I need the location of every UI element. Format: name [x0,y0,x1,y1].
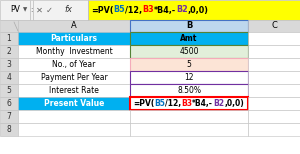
FancyBboxPatch shape [0,84,18,97]
Text: Particulars: Particulars [50,34,98,43]
FancyBboxPatch shape [130,32,248,45]
FancyBboxPatch shape [30,0,33,20]
Text: B5: B5 [113,6,125,14]
FancyBboxPatch shape [130,123,248,136]
FancyBboxPatch shape [130,20,248,32]
FancyBboxPatch shape [0,97,18,110]
FancyBboxPatch shape [248,32,300,45]
Text: ✕: ✕ [35,6,43,14]
FancyBboxPatch shape [18,123,130,136]
Text: 12: 12 [184,73,194,82]
FancyBboxPatch shape [18,58,130,71]
Text: C: C [271,22,277,30]
Text: :: : [30,7,33,13]
Text: Payment Per Year: Payment Per Year [40,73,107,82]
FancyBboxPatch shape [18,32,130,45]
FancyBboxPatch shape [130,58,248,71]
FancyBboxPatch shape [0,110,18,123]
FancyBboxPatch shape [18,97,130,110]
FancyBboxPatch shape [0,58,18,71]
Text: Amt: Amt [180,34,198,43]
FancyBboxPatch shape [130,45,248,58]
Text: 6: 6 [7,99,11,108]
FancyBboxPatch shape [130,97,248,110]
Text: 3: 3 [7,60,11,69]
Text: PV: PV [10,6,20,14]
FancyBboxPatch shape [0,0,30,20]
FancyBboxPatch shape [18,45,130,58]
Text: Present Value: Present Value [44,99,104,108]
Text: B2: B2 [176,6,188,14]
FancyBboxPatch shape [248,45,300,58]
FancyBboxPatch shape [18,84,130,97]
Text: fx: fx [64,6,72,14]
Text: 5: 5 [7,86,11,95]
FancyBboxPatch shape [0,32,18,45]
Text: ▼: ▼ [23,8,27,12]
FancyBboxPatch shape [18,110,130,123]
Text: A: A [71,22,77,30]
FancyBboxPatch shape [248,20,300,32]
Text: B3: B3 [142,6,154,14]
FancyBboxPatch shape [130,110,248,123]
FancyBboxPatch shape [0,123,18,136]
Text: 4500: 4500 [179,47,199,56]
Text: ,0,0): ,0,0) [188,6,209,14]
Text: 2: 2 [7,47,11,56]
FancyBboxPatch shape [130,84,248,97]
FancyBboxPatch shape [248,110,300,123]
Text: 8.50%: 8.50% [177,86,201,95]
Text: 1: 1 [7,34,11,43]
FancyBboxPatch shape [88,0,300,20]
Text: 8: 8 [7,125,11,134]
FancyBboxPatch shape [248,58,300,71]
Text: B3: B3 [182,99,192,108]
FancyBboxPatch shape [248,123,300,136]
FancyBboxPatch shape [18,71,130,84]
FancyBboxPatch shape [33,0,88,20]
FancyBboxPatch shape [248,97,300,110]
Text: *B4,-: *B4,- [154,6,176,14]
FancyBboxPatch shape [0,71,18,84]
Text: /12,: /12, [125,6,142,14]
Text: /12,: /12, [165,99,182,108]
Text: *B4,-: *B4,- [192,99,213,108]
Text: 4: 4 [7,73,11,82]
Text: B2: B2 [213,99,224,108]
FancyBboxPatch shape [0,20,18,32]
Text: =PV(: =PV( [91,6,113,14]
Text: B: B [186,22,192,30]
Text: 5: 5 [187,60,191,69]
FancyBboxPatch shape [248,84,300,97]
Text: Monthy  Investment: Monthy Investment [36,47,112,56]
FancyBboxPatch shape [18,20,130,32]
Text: ✓: ✓ [46,6,52,14]
Text: ,0,0): ,0,0) [224,99,244,108]
Text: Interest Rate: Interest Rate [49,86,99,95]
Text: No., of Year: No., of Year [52,60,96,69]
Text: =PV(: =PV( [133,99,154,108]
Text: B5: B5 [154,99,165,108]
Text: 7: 7 [7,112,11,121]
FancyBboxPatch shape [130,71,248,84]
FancyBboxPatch shape [248,71,300,84]
FancyBboxPatch shape [0,45,18,58]
